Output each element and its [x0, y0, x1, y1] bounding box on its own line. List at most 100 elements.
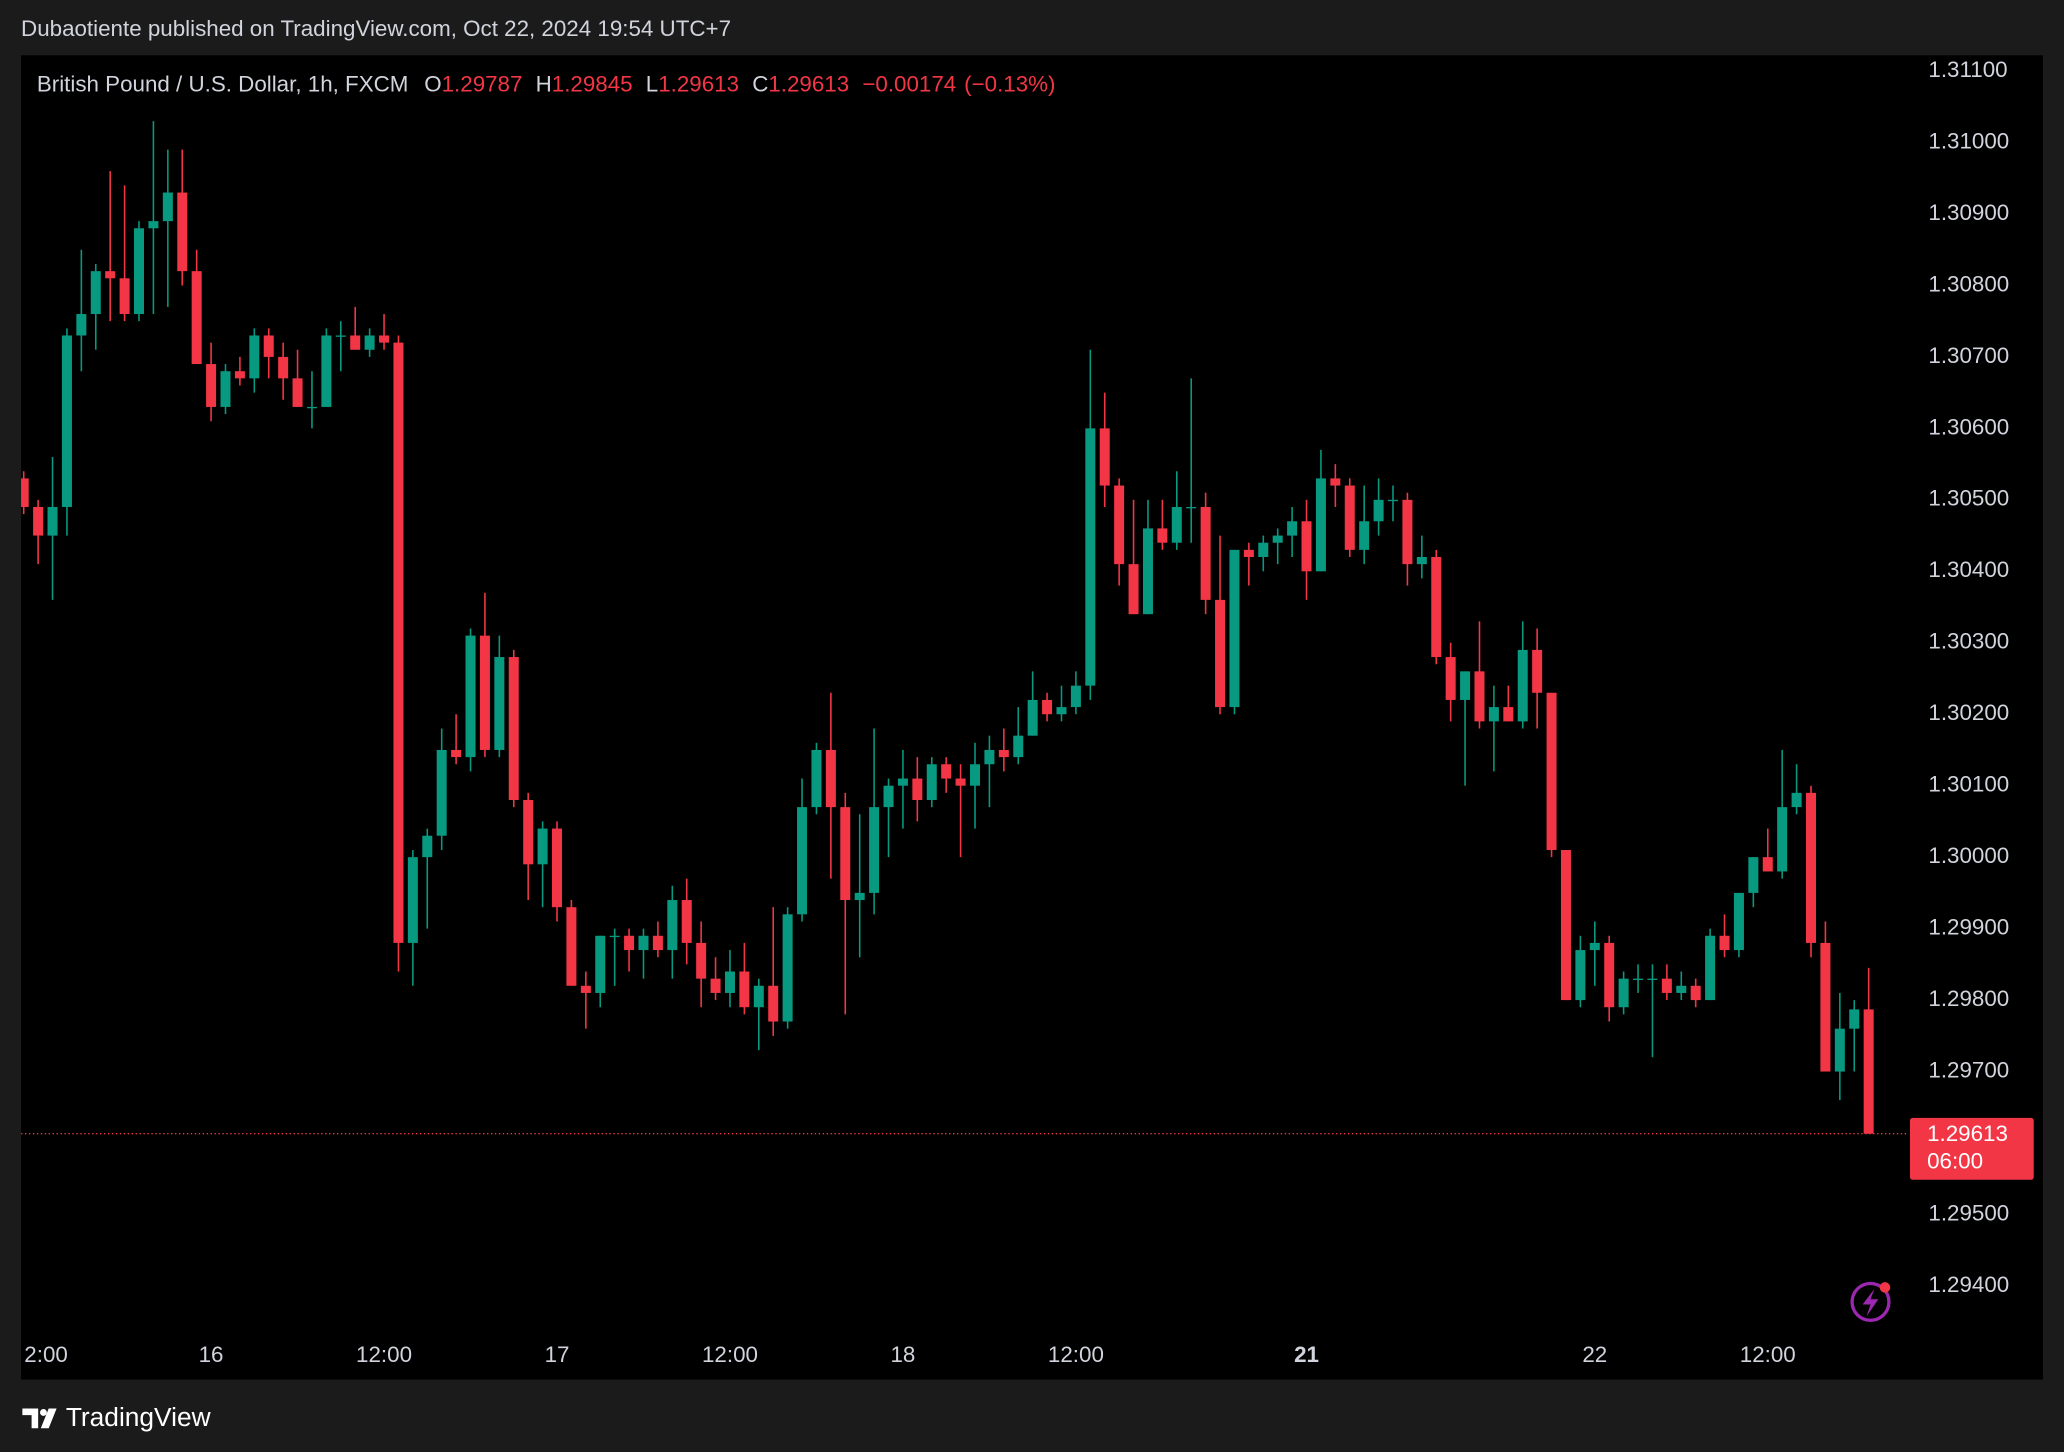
candle-body [1575, 950, 1586, 1001]
candle-body [912, 778, 923, 800]
candle-body [624, 935, 635, 951]
y-tick-label: 1.29800 [1928, 986, 2009, 1011]
candle-body [638, 935, 649, 951]
plot-area [21, 121, 1909, 1135]
candle-body [897, 778, 908, 786]
candle-body [1589, 942, 1600, 951]
x-tick-label: 12:00 [702, 1342, 758, 1367]
candle-body [76, 314, 87, 336]
candle-body [148, 221, 159, 229]
change: −0.00174 [862, 72, 956, 97]
candle-body [1733, 892, 1744, 951]
last-price-box [1909, 1117, 2034, 1180]
symbol-title: British Pound / U.S. Dollar, 1h, FXCM [37, 72, 409, 97]
candle-body [407, 857, 418, 943]
candle-body [1777, 807, 1788, 872]
candle-body [1200, 506, 1211, 600]
candle-body [1114, 485, 1125, 565]
candle-body [652, 935, 663, 951]
y-tick-label: 1.30400 [1928, 557, 2009, 582]
candle-body [220, 371, 231, 407]
candle-body [1186, 506, 1197, 509]
y-tick-label: 1.30600 [1928, 414, 2009, 439]
candle-body [1460, 671, 1471, 700]
x-tick-label: 18 [890, 1342, 915, 1367]
candle-body [739, 971, 750, 1008]
icon-dot [1879, 1282, 1891, 1293]
y-tick-label: 1.30900 [1928, 200, 2009, 225]
y-tick-label: 1.29400 [1928, 1272, 2009, 1297]
x-tick-label: 12:00 [356, 1342, 412, 1367]
candle-body [1633, 978, 1644, 980]
candle-body [1445, 657, 1456, 700]
candle-body [1056, 707, 1067, 715]
candle-body [523, 799, 534, 865]
candle-body [1258, 542, 1269, 558]
y-tick-label: 1.30000 [1928, 843, 2009, 868]
published-line: Dubaotiente published on TradingView.com… [21, 16, 731, 41]
y-tick-label: 1.30800 [1928, 271, 2009, 296]
candle-body [1359, 521, 1370, 550]
alert-icon[interactable] [1850, 1281, 1891, 1322]
y-tick-label: 1.31000 [1928, 128, 2009, 153]
y-tick-label: 1.30300 [1928, 629, 2009, 654]
change-percent: (−0.13%) [964, 72, 1055, 97]
footer-brand: TradingView [66, 1402, 212, 1432]
ohlc-label: O [424, 72, 441, 97]
candle-body [278, 356, 289, 379]
candle-body [292, 378, 303, 407]
icon-bolt [1862, 1288, 1879, 1317]
candle-body [1157, 528, 1168, 543]
candle-body [162, 192, 173, 222]
candle-body [1287, 521, 1298, 536]
ohlc-value: 1.29787 [442, 72, 523, 97]
candle-body [710, 978, 721, 993]
ohlc-value: 1.29613 [658, 72, 739, 97]
footer-logo [22, 1408, 57, 1429]
legend-header: British Pound / U.S. Dollar, 1h, FXCM O1.… [37, 72, 1056, 97]
candle-body [1099, 428, 1110, 486]
candle-body [825, 749, 836, 808]
candle-body [21, 478, 29, 507]
candle-body [234, 371, 245, 379]
candle-body [883, 785, 894, 808]
x-tick-label: 12:00 [1740, 1342, 1796, 1367]
candle-body [61, 335, 72, 507]
candle-body [90, 271, 101, 315]
ohlc-label: L [646, 72, 658, 97]
candle-body [1344, 485, 1355, 550]
y-tick-label: 1.30700 [1928, 343, 2009, 368]
candle-body [451, 749, 462, 758]
candle-body [609, 935, 620, 938]
candle-body [724, 971, 735, 993]
candle-body [1171, 506, 1182, 543]
candle-body [566, 907, 577, 986]
icon-ring [1850, 1281, 1891, 1322]
candle-body [1070, 685, 1081, 708]
y-tick-label: 1.29500 [1928, 1200, 2009, 1225]
candle-body [782, 914, 793, 1022]
candle-body [1748, 857, 1759, 893]
candle-body [1373, 499, 1384, 522]
candle-body [33, 506, 44, 536]
candle-body [1676, 985, 1687, 993]
candle-body [119, 278, 130, 315]
candle-body [1618, 978, 1629, 1008]
candle-body [1085, 428, 1096, 686]
candle-body [1661, 978, 1672, 993]
y-tick-label: 1.31100 [1928, 57, 2007, 82]
candle-body [1388, 499, 1399, 502]
candle-body [1863, 1009, 1874, 1134]
last-price-label: 1.29613 [1927, 1121, 2008, 1146]
candle-body [1128, 564, 1139, 615]
candle-body [1431, 557, 1442, 658]
candle-body [508, 657, 519, 800]
candle-body [955, 778, 966, 786]
candle-body [854, 892, 865, 901]
candle-body [970, 764, 981, 786]
candle-body [1762, 857, 1773, 872]
candle-body [926, 764, 937, 800]
ohlc-value: 1.29613 [768, 72, 849, 97]
y-tick-label: 1.30200 [1928, 700, 2009, 725]
